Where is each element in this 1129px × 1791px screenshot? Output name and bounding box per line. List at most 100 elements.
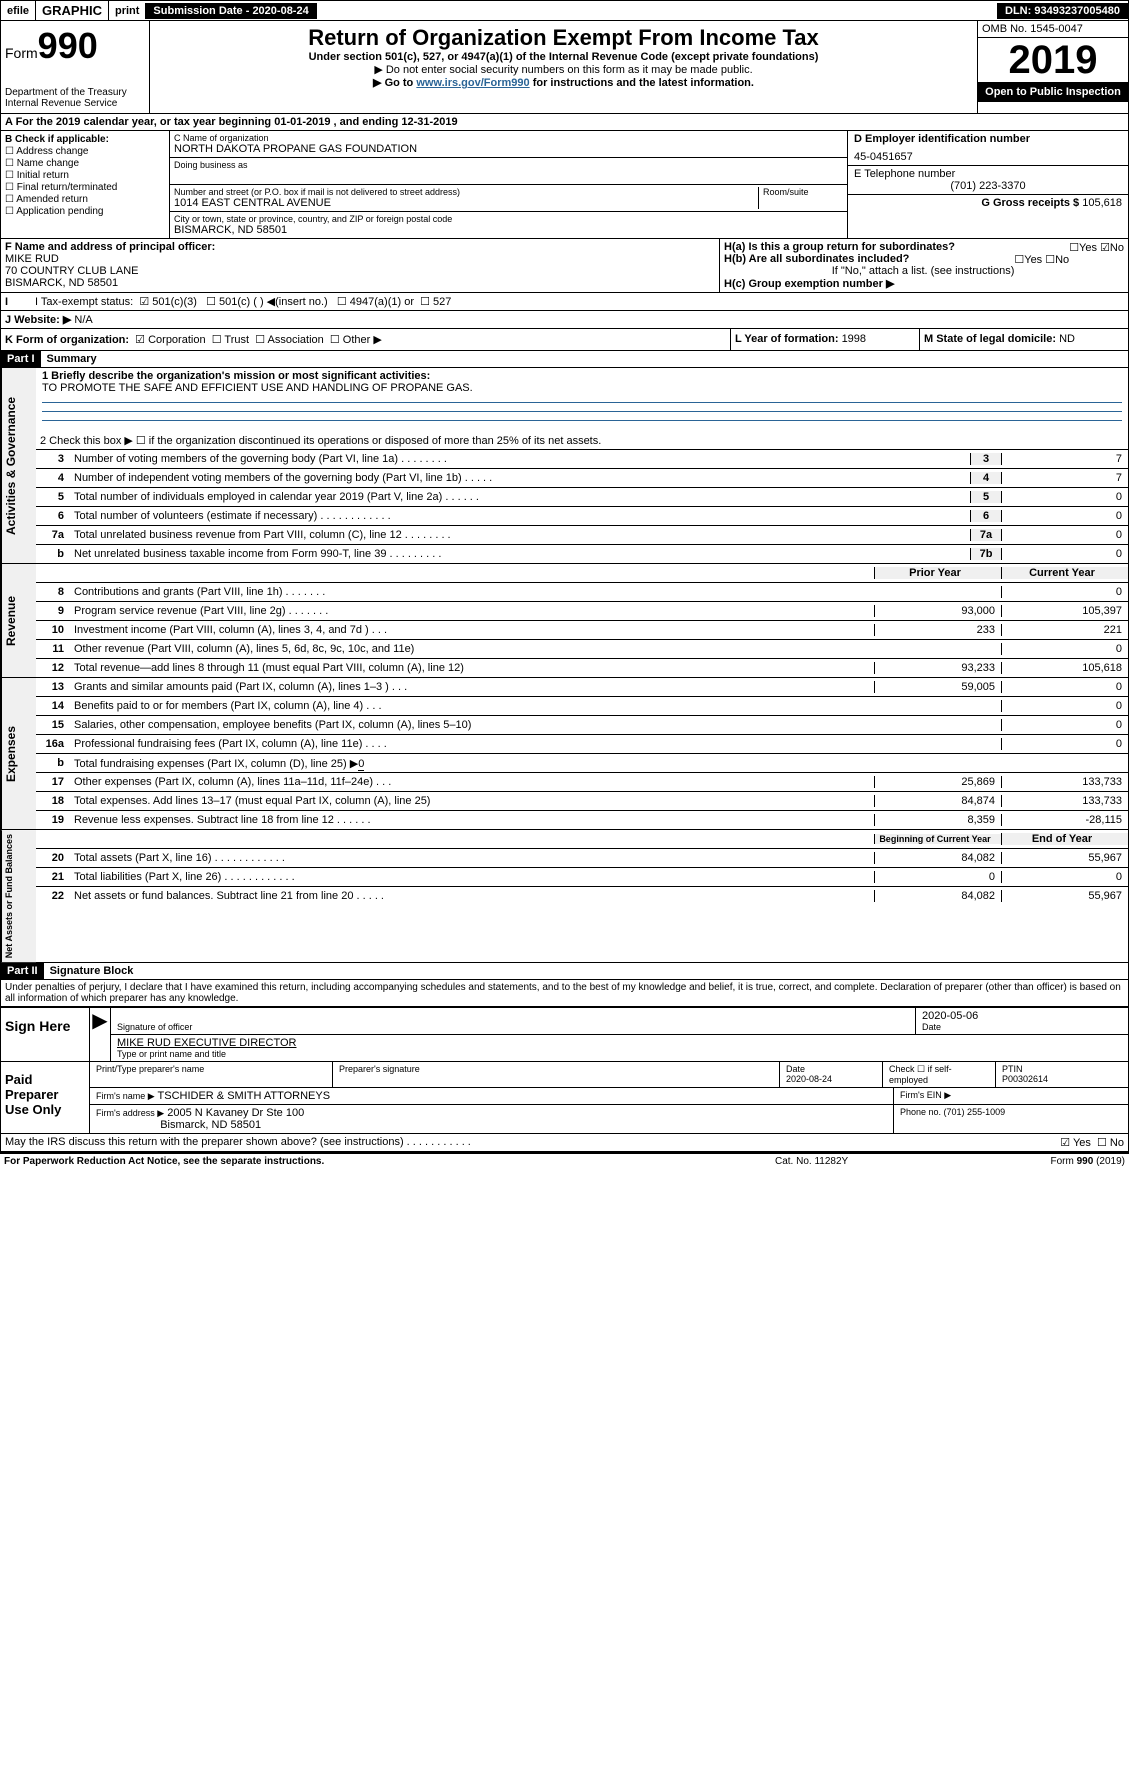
formorg-corp[interactable]: ☑ Corporation [135, 334, 205, 346]
street-address: 1014 EAST CENTRAL AVENUE [174, 197, 758, 209]
officer-name-label: Type or print name and title [117, 1049, 1122, 1059]
line2: 2 Check this box ▶ ☐ if the organization… [36, 432, 1128, 449]
officer-name: MIKE RUD EXECUTIVE DIRECTOR [117, 1037, 1122, 1049]
line14-curr: 0 [1001, 700, 1128, 712]
form-title-box: Return of Organization Exempt From Incom… [150, 21, 977, 113]
line13: Grants and similar amounts paid (Part IX… [70, 679, 874, 695]
open-inspection: Open to Public Inspection [978, 82, 1128, 102]
check-amended[interactable]: ☐ Amended return [5, 194, 165, 205]
ein-label: D Employer identification number [854, 133, 1122, 145]
line9-curr: 105,397 [1001, 605, 1128, 617]
line19-prior: 8,359 [874, 814, 1001, 826]
city-label: City or town, state or province, country… [174, 214, 843, 224]
discuss-yes[interactable]: ☑ Yes [1060, 1136, 1091, 1149]
firm-addr-label: Firm's address ▶ [96, 1108, 164, 1118]
line16b-val: 0 [358, 758, 364, 771]
submission-date: Submission Date - 2020-08-24 [145, 3, 316, 19]
firm-ein-label: Firm's EIN ▶ [894, 1088, 1128, 1104]
signature-block: Sign Here ▶ Signature of officer 2020-05… [0, 1007, 1129, 1134]
line13-curr: 0 [1001, 681, 1128, 693]
footer-left: For Paperwork Reduction Act Notice, see … [4, 1156, 775, 1167]
check-name[interactable]: ☐ Name change [5, 158, 165, 169]
city-value: BISMARCK, ND 58501 [174, 224, 843, 236]
line22-beg: 84,082 [874, 890, 1001, 902]
ha-no[interactable]: ☑No [1100, 242, 1124, 254]
form-header: Form990 Department of the Treasury Inter… [0, 21, 1129, 114]
line7b-val: 0 [1001, 548, 1128, 560]
check-b-label: B Check if applicable: [5, 134, 165, 145]
line9: Program service revenue (Part VIII, line… [70, 603, 874, 619]
check-initial[interactable]: ☐ Initial return [5, 170, 165, 181]
gross-value: 105,618 [1082, 197, 1122, 209]
goto-suffix: for instructions and the latest informat… [530, 77, 754, 89]
line21-beg: 0 [874, 871, 1001, 883]
firm-name-label: Firm's name ▶ [96, 1091, 155, 1101]
form-subtitle: Under section 501(c), 527, or 4947(a)(1)… [154, 51, 973, 63]
tax-4947[interactable]: ☐ 4947(a)(1) or [337, 295, 414, 308]
tax-501c3[interactable]: ☑ 501(c)(3) [139, 295, 197, 308]
check-application[interactable]: ☐ Application pending [5, 206, 165, 217]
line16b: Total fundraising expenses (Part IX, col… [74, 758, 358, 770]
check-applicable: B Check if applicable: ☐ Address change … [1, 131, 170, 238]
firm-addr2: Bismarck, ND 58501 [160, 1119, 261, 1131]
line1-label: 1 Briefly describe the organization's mi… [42, 370, 1122, 382]
efile-label: efile [1, 3, 35, 19]
state-domicile-label: M State of legal domicile: [924, 333, 1059, 345]
line4-val: 7 [1001, 472, 1128, 484]
prior-year-hdr: Prior Year [874, 567, 1001, 579]
form-prefix: Form [5, 45, 38, 61]
period-mid: , and ending [330, 116, 401, 128]
net-assets-section: Net Assets or Fund Balances Beginning of… [0, 830, 1129, 963]
hb-yes[interactable]: ☐Yes [1014, 254, 1042, 266]
formorg-assoc[interactable]: ☐ Association [255, 334, 324, 346]
form-990: 990 [38, 25, 98, 66]
tax-status-label: I Tax-exempt status: [35, 296, 133, 308]
tel-label: E Telephone number [854, 168, 1122, 180]
line20-beg: 84,082 [874, 852, 1001, 864]
self-employed-check[interactable]: Check ☐ if self-employed [883, 1062, 996, 1087]
principal-addr1: 70 COUNTRY CLUB LANE [5, 265, 715, 277]
discuss-no[interactable]: ☐ No [1097, 1136, 1124, 1149]
tax-501c[interactable]: ☐ 501(c) ( ) ◀(insert no.) [206, 295, 328, 308]
graphic-label[interactable]: GRAPHIC [35, 1, 109, 20]
website-label: J Website: ▶ [5, 314, 71, 326]
form990-link[interactable]: www.irs.gov/Form990 [416, 77, 529, 89]
line17-prior: 25,869 [874, 776, 1001, 788]
line4-desc: Number of independent voting members of … [70, 470, 970, 486]
formorg-trust[interactable]: ☐ Trust [212, 334, 249, 346]
line17: Other expenses (Part IX, column (A), lin… [70, 774, 874, 790]
footer-right: Form 990 (2019) [975, 1156, 1125, 1167]
formorg-other[interactable]: ☐ Other ▶ [330, 334, 382, 346]
line5-desc: Total number of individuals employed in … [70, 489, 970, 505]
principal-row: F Name and address of principal officer:… [0, 239, 1129, 293]
preparer-name-label: Print/Type preparer's name [90, 1062, 333, 1087]
omb-box: OMB No. 1545-0047 2019 Open to Public In… [977, 21, 1128, 113]
check-address[interactable]: ☐ Address change [5, 146, 165, 157]
ha-yes[interactable]: ☐Yes [1069, 242, 1097, 254]
perjury-text: Under penalties of perjury, I declare th… [0, 980, 1129, 1007]
org-name: NORTH DAKOTA PROPANE GAS FOUNDATION [174, 143, 843, 155]
hb-label: H(b) Are all subordinates included? [724, 253, 909, 265]
discuss-text: May the IRS discuss this return with the… [5, 1136, 1060, 1149]
line18: Total expenses. Add lines 13–17 (must eq… [70, 793, 874, 809]
topbar: efile GRAPHIC print Submission Date - 20… [0, 0, 1129, 21]
omb-number: OMB No. 1545-0047 [978, 21, 1128, 38]
part-ii-title: Signature Block [44, 963, 140, 979]
check-final[interactable]: ☐ Final return/terminated [5, 182, 165, 193]
footer: For Paperwork Reduction Act Notice, see … [0, 1152, 1129, 1169]
preparer-date: 2020-08-24 [786, 1074, 832, 1084]
print-link[interactable]: print [109, 3, 145, 19]
name-column: C Name of organization NORTH DAKOTA PROP… [170, 131, 848, 238]
period-prefix: A For the 2019 calendar year, or tax yea… [5, 116, 274, 128]
tax-period: A For the 2019 calendar year, or tax yea… [0, 114, 1129, 131]
expenses-section: Expenses 13Grants and similar amounts pa… [0, 678, 1129, 830]
tax-527[interactable]: ☐ 527 [420, 295, 451, 308]
hb-no[interactable]: ☐No [1045, 254, 1069, 266]
dln: DLN: 93493237005480 [997, 3, 1128, 19]
firm-phone-label: Phone no. [900, 1107, 944, 1117]
sig-date: 2020-05-06 [922, 1010, 1122, 1022]
line11-curr: 0 [1001, 643, 1128, 655]
sig-date-label: Date [922, 1022, 1122, 1032]
sign-arrow-icon: ▶ [90, 1008, 111, 1061]
line8-curr: 0 [1001, 586, 1128, 598]
